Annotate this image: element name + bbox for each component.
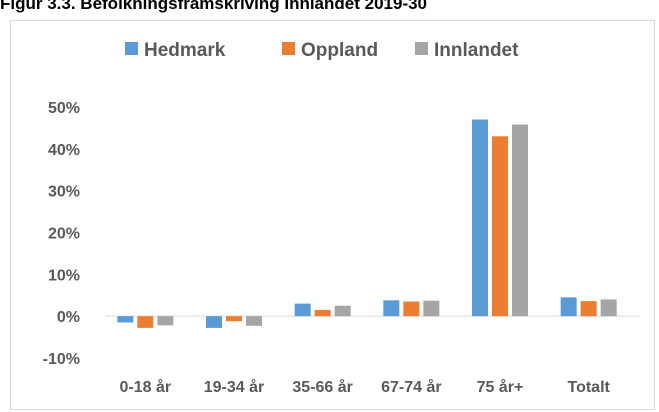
y-tick-label: 20%: [48, 226, 80, 243]
bar: [246, 316, 262, 326]
legend-label: Oppland: [301, 40, 378, 61]
bar: [226, 316, 242, 322]
legend-label: Hedmark: [144, 40, 226, 61]
y-tick-label: -10%: [43, 351, 80, 368]
y-tick-label: 40%: [48, 142, 80, 159]
bar: [294, 303, 311, 317]
bar: [117, 316, 134, 323]
chart-frame: [10, 20, 655, 410]
chart-title: Figur 3.3. Befolkningsframskriving Innla…: [0, 0, 427, 13]
legend-swatch: [282, 42, 295, 55]
x-tick-label: Totalt: [567, 379, 610, 396]
bar: [423, 300, 440, 317]
legend-label: Innlandet: [434, 40, 519, 61]
bar: [403, 301, 420, 317]
bar: [600, 299, 617, 317]
x-tick-label: 67-74 år: [381, 378, 442, 396]
x-tick-label: 35-66 år: [292, 378, 353, 396]
bar: [560, 297, 577, 317]
legend-swatch: [125, 42, 138, 55]
x-tick-label: 19-34 år: [204, 378, 265, 396]
legend-swatch: [415, 42, 428, 55]
bar: [383, 300, 400, 317]
x-tick-label: 0-18 år: [120, 378, 172, 396]
y-tick-label: 10%: [48, 267, 80, 284]
bar: [334, 305, 351, 317]
bar: [472, 119, 488, 317]
bar: [206, 316, 222, 328]
bar: [492, 136, 508, 317]
bar: [314, 309, 331, 317]
bar: [512, 124, 528, 317]
x-tick-label: 75 år+: [477, 378, 524, 396]
y-tick-label: 0%: [57, 309, 80, 326]
bar: [157, 316, 174, 326]
bar: [137, 316, 154, 328]
y-tick-label: 30%: [48, 184, 80, 201]
bar: [580, 301, 597, 317]
y-tick-label: 50%: [48, 100, 80, 117]
